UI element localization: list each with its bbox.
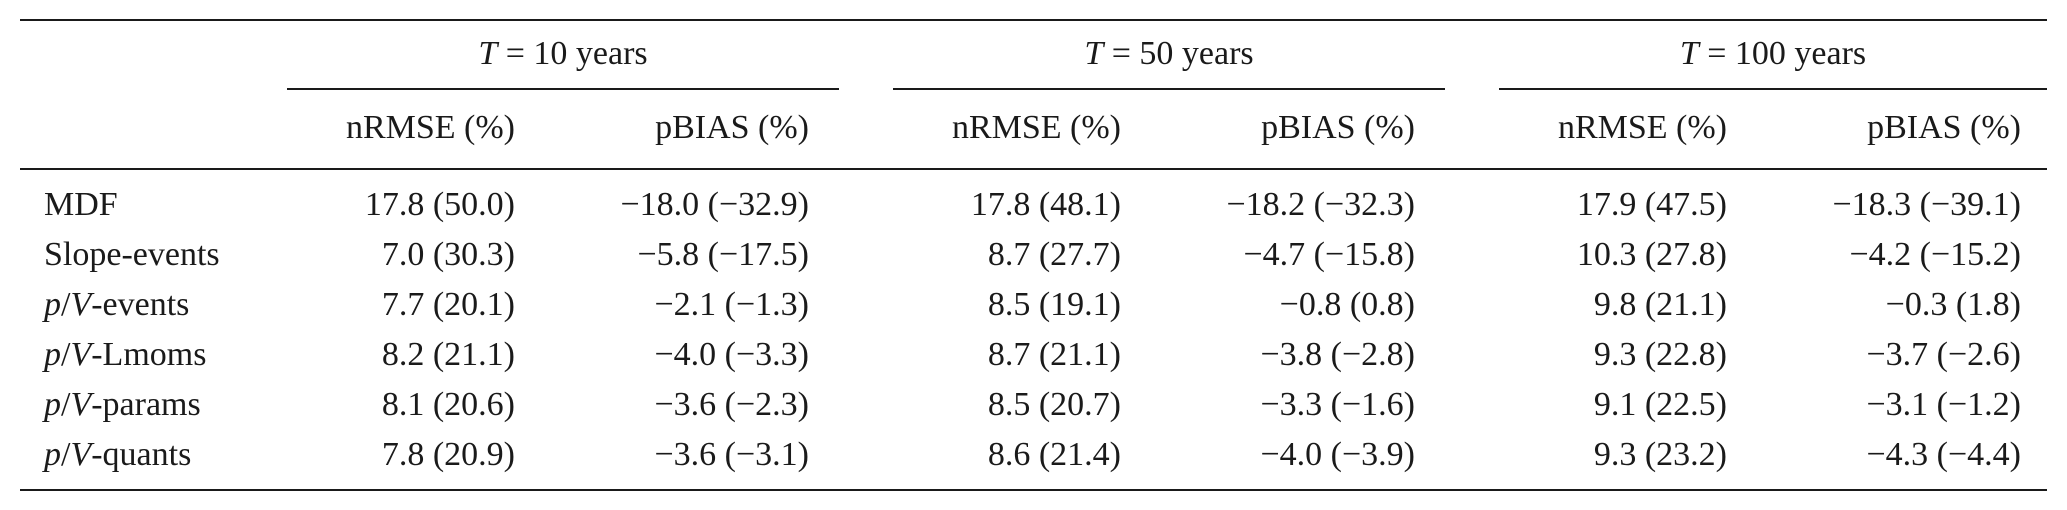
table-cell: 9.8 (21.1): [1593, 286, 1727, 323]
table-cell: −3.3 (−1.6): [1260, 386, 1416, 423]
table-cell: −4.3 (−4.4): [1866, 436, 2022, 473]
table-cell: 10.3 (27.8): [1576, 236, 1727, 273]
row-label-slash: /: [61, 286, 71, 323]
row-label-pv-quants: p/V-quants: [44, 435, 191, 475]
group-value: 100 years: [1734, 35, 1867, 72]
table-cell: 17.9 (47.5): [1576, 186, 1727, 223]
row-label-v: V: [70, 436, 92, 473]
table-cell: 8.7 (27.7): [987, 236, 1121, 273]
group-eq: =: [1103, 35, 1140, 72]
table-cell: 8.1 (20.6): [381, 386, 515, 423]
group-var: T: [478, 35, 498, 72]
table-cell: 17.8 (48.1): [970, 186, 1121, 223]
row-label-v: V: [70, 386, 92, 423]
group-rule-50-years: [893, 88, 1445, 90]
table-cell: −2.1 (−1.3): [654, 286, 810, 323]
table-cell: 7.8 (20.9): [381, 436, 515, 473]
table-cell: −4.0 (−3.3): [654, 336, 810, 373]
row-label-v: V: [70, 286, 92, 323]
table-cell: −18.3 (−39.1): [1832, 186, 2022, 223]
table-cell: −3.6 (−3.1): [654, 436, 810, 473]
row-label-v: V: [70, 336, 92, 373]
subheader-nrmse: nRMSE (%): [1557, 109, 1727, 146]
row-label-suffix: -Lmoms: [91, 336, 207, 373]
table-cell: 7.0 (30.3): [381, 236, 515, 273]
top-rule: [20, 19, 2047, 21]
table-cell: −0.8 (0.8): [1279, 286, 1415, 323]
table-cell: −0.3 (1.8): [1885, 286, 2021, 323]
row-label-p: p: [44, 386, 61, 423]
group-var: T: [1679, 35, 1699, 72]
group-header-10-years: T = 10 years: [287, 34, 839, 74]
group-eq: =: [497, 35, 534, 72]
subheader-pbias: pBIAS (%): [1867, 109, 2021, 146]
row-label-slope-events: Slope-events: [44, 235, 220, 275]
group-rule-100-years: [1499, 88, 2047, 90]
row-label-p: p: [44, 436, 61, 473]
table-cell: 9.3 (23.2): [1593, 436, 1727, 473]
table-cell: −5.8 (−17.5): [637, 236, 810, 273]
group-rule-10-years: [287, 88, 839, 90]
group-eq: =: [1698, 35, 1735, 72]
row-label-slash: /: [61, 436, 71, 473]
bottom-rule: [20, 489, 2047, 491]
table-cell: −18.0 (−32.9): [620, 186, 810, 223]
row-label-suffix: -events: [91, 286, 190, 323]
table-cell: 7.7 (20.1): [381, 286, 515, 323]
table-cell: −3.7 (−2.6): [1866, 336, 2022, 373]
table-cell: 8.5 (19.1): [987, 286, 1121, 323]
subheader-nrmse: nRMSE (%): [951, 109, 1121, 146]
group-var: T: [1084, 35, 1104, 72]
row-label-suffix: -params: [91, 386, 201, 423]
table-cell: −4.2 (−15.2): [1849, 236, 2022, 273]
table-cell: 17.8 (50.0): [364, 186, 515, 223]
table-cell: −18.2 (−32.3): [1226, 186, 1416, 223]
table-cell: 8.6 (21.4): [987, 436, 1121, 473]
row-label-p: p: [44, 336, 61, 373]
table-cell: −4.7 (−15.8): [1243, 236, 1416, 273]
row-label-suffix: -quants: [91, 436, 192, 473]
row-label-text: MDF: [44, 186, 118, 223]
subheader-nrmse: nRMSE (%): [345, 109, 515, 146]
table-cell: 9.1 (22.5): [1593, 386, 1727, 423]
table-cell: 9.3 (22.8): [1593, 336, 1727, 373]
row-label-pv-params: p/V-params: [44, 385, 201, 425]
group-header-50-years: T = 50 years: [893, 34, 1445, 74]
header-rule: [20, 168, 2047, 170]
subheader-pbias: pBIAS (%): [655, 109, 809, 146]
row-label-slash: /: [61, 336, 71, 373]
table-cell: 8.5 (20.7): [987, 386, 1121, 423]
group-value: 50 years: [1139, 35, 1254, 72]
row-label-slash: /: [61, 386, 71, 423]
row-label-mdf: MDF: [44, 185, 118, 225]
subheader-pbias: pBIAS (%): [1261, 109, 1415, 146]
table-cell: −4.0 (−3.9): [1260, 436, 1416, 473]
row-label-p: p: [44, 286, 61, 323]
group-value: 10 years: [533, 35, 648, 72]
table-cell: −3.1 (−1.2): [1866, 386, 2022, 423]
row-label-pv-events: p/V-events: [44, 285, 189, 325]
row-label-pv-lmoms: p/V-Lmoms: [44, 335, 206, 375]
group-header-100-years: T = 100 years: [1499, 34, 2047, 74]
table-cell: 8.2 (21.1): [381, 336, 515, 373]
table-cell: 8.7 (21.1): [987, 336, 1121, 373]
row-label-text: Slope-events: [44, 236, 220, 273]
table-cell: −3.6 (−2.3): [654, 386, 810, 423]
table-cell: −3.8 (−2.8): [1260, 336, 1416, 373]
